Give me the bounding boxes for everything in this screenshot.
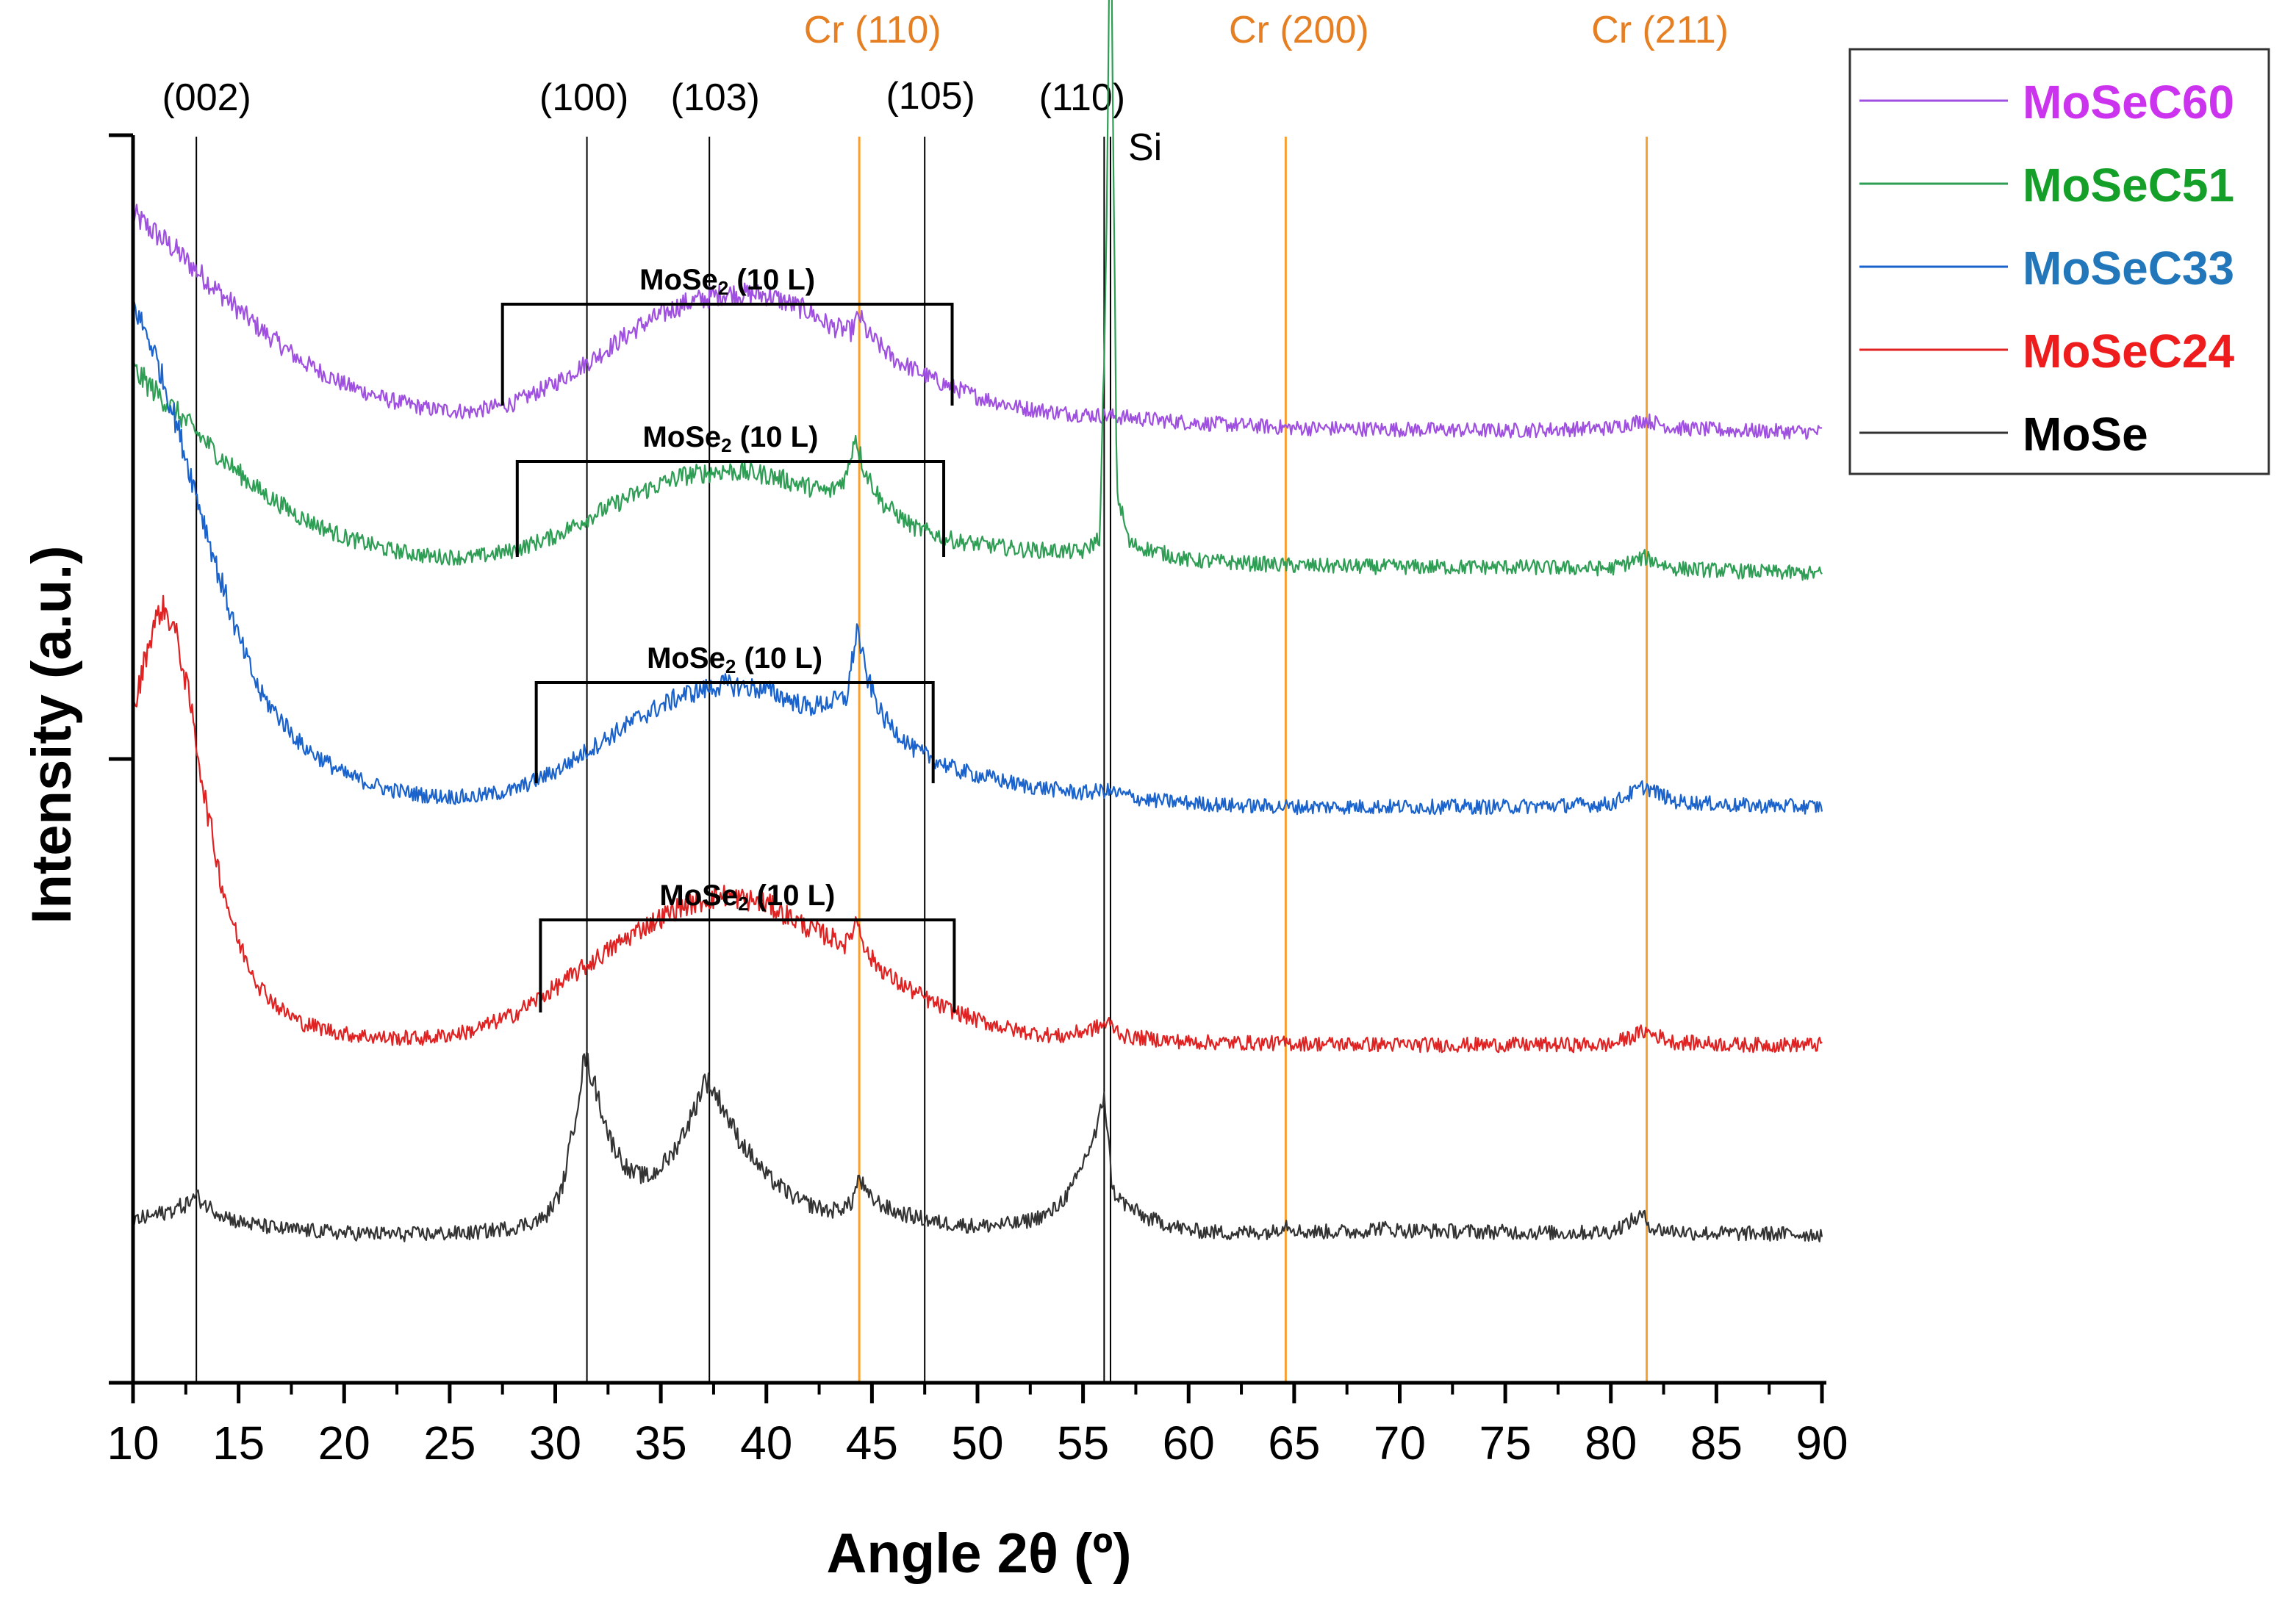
x-tick-label: 80 [1585,1417,1637,1469]
legend: MoSeC60 MoSeC51 MoSeC33 MoSeC24 MoSe [1848,48,2270,475]
legend-label-mosec51: MoSeC51 [2023,159,2234,212]
bracket-mosec33 [534,681,935,783]
bracket-mosec60 [501,303,954,406]
bracket-label: MoSe2 (10 L) [647,642,822,677]
phase-peak-label: (002) [162,76,251,119]
series-group [132,0,1823,1242]
x-tick-label: 25 [423,1417,476,1469]
axes [109,133,1826,1385]
bracket-label-suffix: (10 L) [728,264,815,296]
bracket-label-suffix: (10 L) [732,421,819,453]
bracket-label-suffix: (10 L) [736,642,822,674]
x-ticks: 10 15 20 25 30 35 40 45 50 55 60 65 70 75 80 85 90 [107,1383,1848,1469]
series-line-mose [132,1051,1823,1242]
bracket-mosec51 [515,460,946,557]
cr-peak-label: Cr (211) [1591,9,1729,51]
x-tick-label: 15 [212,1417,265,1469]
x-axis-title: Angle 2θ (º) [826,1522,1131,1585]
x-tick-label: 90 [1795,1417,1848,1469]
phase-peak-label: (100) [539,76,628,119]
series-line-mosec33 [132,300,1823,816]
bracket-label: MoSe2 (10 L) [639,264,815,299]
series-line-mosec24 [132,594,1823,1054]
cr-peak-label: Cr (110) [804,9,941,51]
series-line-mosec60 [132,204,1823,440]
x-tick-label: 40 [740,1417,792,1469]
phase-peak-label: (105) [886,75,975,118]
x-tick-label: 65 [1268,1417,1320,1469]
legend-label-mosec60: MoSeC60 [2023,76,2234,129]
x-tick-label: 50 [951,1417,1003,1469]
bracket-label-main: MoSe [647,642,725,674]
bracket-label-main: MoSe [639,264,718,296]
bracket-label: MoSe2 (10 L) [659,879,835,915]
legend-label-mose: MoSe [2023,408,2148,461]
bracket-label-main: MoSe [642,421,721,453]
si-peak-label: Si [1128,126,1162,169]
bracket-label-subscript: 2 [718,277,728,299]
legend-label-mosec33: MoSeC33 [2023,242,2234,295]
x-tick-label: 75 [1479,1417,1532,1469]
cr-peak-label: Cr (200) [1229,9,1369,51]
x-tick-label: 60 [1163,1417,1215,1469]
bracket-label-subscript: 2 [721,434,731,456]
x-tick-label: 45 [846,1417,898,1469]
series-line-mosec51 [132,0,1823,581]
phase-peak-label: (103) [670,76,759,119]
legend-box [1848,48,2270,475]
x-tick-label: 55 [1057,1417,1109,1469]
bracket-label-suffix: (10 L) [749,879,836,912]
annotation-brackets: MoSe2 (10 L)MoSe2 (10 L)MoSe2 (10 L)MoSe… [501,264,956,1012]
x-tick-label: 85 [1690,1417,1743,1469]
bracket-label: MoSe2 (10 L) [642,421,818,456]
y-axis-title: Intensity (a.u.) [21,545,83,924]
x-tick-label: 10 [107,1417,159,1469]
x-tick-label: 35 [635,1417,687,1469]
x-tick-label: 70 [1374,1417,1426,1469]
x-tick-label: 20 [318,1417,370,1469]
bracket-label-subscript: 2 [725,655,736,677]
bracket-label-main: MoSe [659,879,738,912]
bracket-label-subscript: 2 [738,893,748,915]
x-tick-label: 30 [529,1417,581,1469]
reference-lines: (002) (100) (103) (105) (110)Si Cr (110) Cr (2… [162,9,1729,1383]
bracket-mosec24 [539,918,956,1012]
phase-peak-label: (110) [1039,76,1126,119]
legend-label-mosec24: MoSeC24 [2023,325,2235,378]
